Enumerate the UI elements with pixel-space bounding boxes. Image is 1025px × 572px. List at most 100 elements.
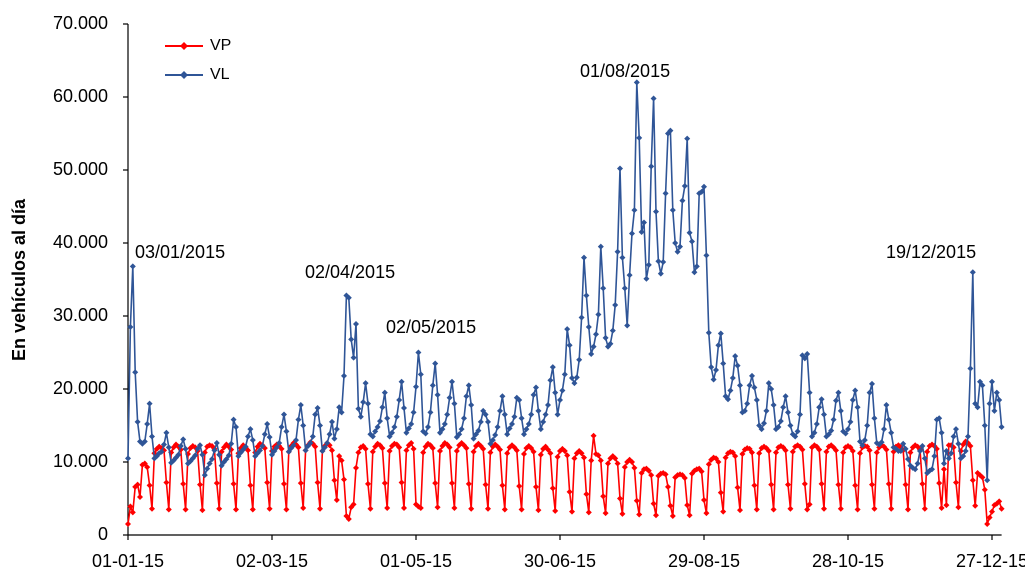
point xyxy=(996,396,1003,403)
point xyxy=(504,431,511,438)
point xyxy=(379,404,386,411)
point xyxy=(489,437,496,444)
point xyxy=(218,462,225,469)
point xyxy=(621,464,628,471)
point xyxy=(636,134,643,141)
point xyxy=(684,502,691,509)
point xyxy=(621,285,628,292)
point xyxy=(180,480,187,487)
point xyxy=(432,480,439,487)
point xyxy=(573,374,580,381)
point xyxy=(900,440,907,447)
point xyxy=(849,396,856,403)
point xyxy=(619,254,626,261)
point xyxy=(967,365,974,372)
point xyxy=(271,448,278,455)
point xyxy=(969,477,976,484)
point xyxy=(146,482,153,489)
point xyxy=(410,445,417,452)
point xyxy=(979,474,986,481)
point xyxy=(727,387,734,394)
point xyxy=(432,360,439,367)
point xyxy=(324,440,331,447)
point xyxy=(691,269,698,276)
y-tick-label: 70.000 xyxy=(53,13,108,33)
point xyxy=(353,464,359,471)
point xyxy=(713,455,719,462)
point xyxy=(986,400,993,407)
point xyxy=(871,505,878,512)
point xyxy=(571,455,578,462)
point xyxy=(228,440,235,447)
point xyxy=(257,447,263,454)
point xyxy=(585,509,592,516)
point xyxy=(518,415,525,422)
point xyxy=(590,343,597,350)
point xyxy=(765,380,772,387)
point xyxy=(504,450,511,457)
point xyxy=(633,497,640,504)
point xyxy=(177,442,184,449)
point xyxy=(158,448,165,455)
x-tick-label: 01-05-15 xyxy=(380,551,452,571)
point xyxy=(317,422,323,429)
point xyxy=(408,421,415,428)
point xyxy=(741,407,748,414)
point xyxy=(993,389,1000,396)
point xyxy=(468,402,475,409)
point xyxy=(749,449,755,456)
point xyxy=(845,426,851,433)
point xyxy=(235,453,242,460)
point xyxy=(590,432,597,439)
legend-marker xyxy=(180,71,188,79)
point xyxy=(597,243,604,250)
point xyxy=(485,418,491,425)
series-line xyxy=(127,82,1003,481)
point xyxy=(314,404,321,411)
point xyxy=(533,384,539,391)
point xyxy=(619,510,626,517)
point xyxy=(333,426,340,433)
point xyxy=(643,275,650,282)
point xyxy=(537,451,544,458)
point xyxy=(765,448,772,455)
point xyxy=(751,482,758,489)
point xyxy=(127,323,134,330)
point xyxy=(929,466,935,473)
point xyxy=(470,435,477,442)
legend-marker xyxy=(180,42,188,50)
point xyxy=(864,422,871,429)
annotation: 01/08/2015 xyxy=(580,61,670,81)
point xyxy=(547,377,554,384)
point xyxy=(842,430,849,437)
point xyxy=(869,481,875,488)
point xyxy=(381,389,388,396)
point xyxy=(225,452,232,459)
point xyxy=(689,238,695,245)
point xyxy=(674,248,681,255)
point xyxy=(290,442,297,449)
point xyxy=(943,502,950,509)
point xyxy=(182,506,189,513)
point xyxy=(369,448,376,455)
point xyxy=(797,411,803,418)
point xyxy=(866,389,873,396)
point xyxy=(547,450,554,457)
point xyxy=(713,367,719,374)
point xyxy=(540,418,547,425)
y-tick-label: 60.000 xyxy=(53,86,108,106)
point xyxy=(125,455,131,462)
y-tick-label: 40.000 xyxy=(53,232,108,252)
point xyxy=(847,444,854,451)
point xyxy=(336,453,343,460)
point xyxy=(473,431,479,438)
point xyxy=(650,95,657,102)
point xyxy=(693,263,700,270)
point xyxy=(429,445,436,452)
point xyxy=(801,480,808,487)
point xyxy=(854,506,861,513)
point xyxy=(470,448,477,455)
point xyxy=(165,506,172,513)
point xyxy=(465,382,472,389)
point xyxy=(329,418,335,425)
